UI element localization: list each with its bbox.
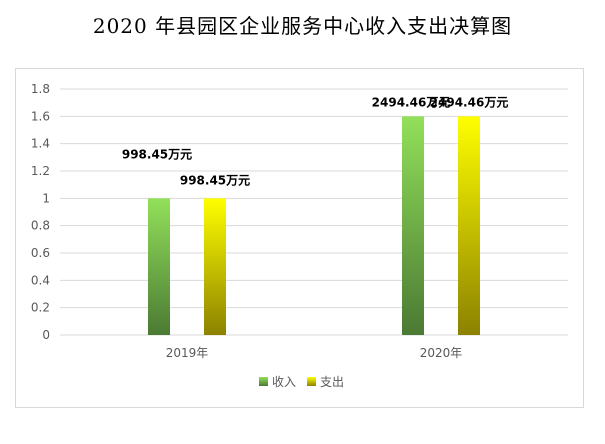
legend-label: 支出 bbox=[320, 375, 344, 389]
y-tick-label: 1.2 bbox=[31, 164, 50, 178]
legend: 收入 支出 bbox=[259, 375, 344, 389]
y-tick-label: 1.8 bbox=[31, 82, 50, 96]
y-tick-label: 1.4 bbox=[31, 137, 50, 151]
grid bbox=[60, 88, 568, 336]
bar-chart: 00.20.40.60.811.21.41.61.8 998.45万元998.4… bbox=[31, 82, 568, 389]
bar-支出-2019年 bbox=[204, 198, 226, 335]
chart-frame: 0 0.2 0.4 0.6 0.8 1 1.2 1.4 1.6 1.8 998.45万元 998.4… bbox=[15, 68, 584, 408]
data-label: 2494.46万元 bbox=[372, 95, 451, 109]
y-axis: 0 0.2 0.4 0.6 0.8 1 1.2 1.4 1.6 1.8 bbox=[31, 82, 50, 342]
legend-swatch bbox=[307, 377, 316, 386]
y-tick-label: 0.8 bbox=[31, 219, 50, 233]
bar-支出-2020年 bbox=[458, 116, 480, 335]
y-tick-label: 0.4 bbox=[31, 273, 50, 287]
chart-title: 2020 年县园区企业服务中心收入支出决算图 bbox=[92, 14, 513, 38]
data-label: 998.45万元 bbox=[122, 147, 192, 161]
data-label: 2494.46万元 bbox=[430, 95, 509, 109]
data-label: 998.45万元 bbox=[180, 173, 250, 187]
legend-swatch bbox=[259, 377, 268, 386]
bar-收入-2020年 bbox=[402, 116, 424, 335]
legend-label: 收入 bbox=[272, 375, 296, 389]
x-axis: 2019年 2020年 bbox=[166, 346, 463, 360]
x-tick-label: 2019年 bbox=[166, 346, 209, 360]
bars bbox=[148, 116, 480, 335]
y-tick-label: 0 bbox=[42, 328, 50, 342]
y-tick-label: 0.2 bbox=[31, 301, 50, 315]
y-tick-label: 1 bbox=[42, 191, 50, 205]
y-tick-label: 0.6 bbox=[31, 246, 50, 260]
y-tick-label: 1.6 bbox=[31, 109, 50, 123]
x-tick-label: 2020年 bbox=[420, 346, 463, 360]
bar-收入-2019年 bbox=[148, 198, 170, 335]
